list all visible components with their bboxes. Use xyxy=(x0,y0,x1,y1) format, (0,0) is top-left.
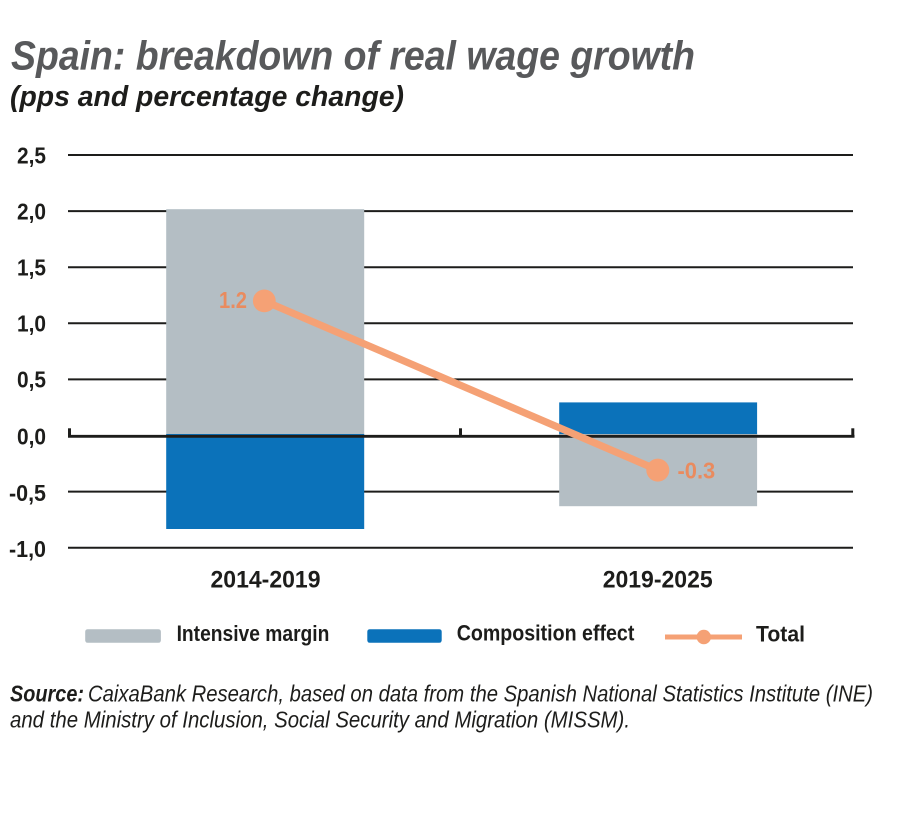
svg-text:-0.3: -0.3 xyxy=(678,457,716,483)
svg-text:-1,0: -1,0 xyxy=(9,536,46,562)
svg-text:1,5: 1,5 xyxy=(17,255,46,281)
svg-text:CaixaBank Research, based on d: CaixaBank Research, based on data from t… xyxy=(88,680,873,706)
svg-text:Composition effect: Composition effect xyxy=(457,620,635,645)
svg-text:2,5: 2,5 xyxy=(17,142,46,168)
svg-text:and the Ministry of Inclusion,: and the Ministry of Inclusion, Social Se… xyxy=(10,707,630,733)
svg-text:0,5: 0,5 xyxy=(17,367,46,393)
svg-text:Intensive margin: Intensive margin xyxy=(177,621,330,646)
svg-text:1,0: 1,0 xyxy=(17,311,46,337)
svg-text:1.2: 1.2 xyxy=(219,287,247,313)
svg-text:Source:: Source: xyxy=(10,680,84,706)
svg-text:(pps and percentage change): (pps and percentage change) xyxy=(10,81,404,113)
svg-text:Spain: breakdown of real wage: Spain: breakdown of real wage growth xyxy=(11,33,695,79)
svg-text:2019-2025: 2019-2025 xyxy=(603,567,713,594)
svg-text:2,0: 2,0 xyxy=(17,198,46,224)
svg-text:Total: Total xyxy=(756,621,805,646)
svg-text:2014-2019: 2014-2019 xyxy=(211,567,321,594)
svg-text:-0,5: -0,5 xyxy=(9,480,46,506)
svg-text:0,0: 0,0 xyxy=(17,424,46,450)
